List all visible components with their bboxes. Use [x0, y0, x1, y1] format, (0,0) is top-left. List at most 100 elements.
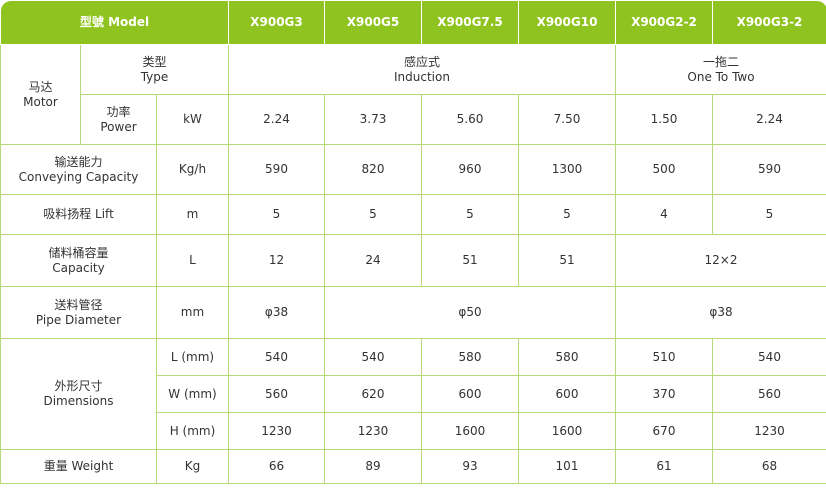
- motor-type-en: Type: [140, 69, 169, 84]
- lift-row: 吸料扬程 Lift m 5 5 5 5 4 5: [0, 194, 826, 235]
- motor-power-row: 功率 Power kW 2.24 3.73 5.60 7.50 1.50 2.2…: [1, 94, 826, 145]
- table-cell: 5: [518, 194, 616, 235]
- table-cell: 2.24: [712, 94, 826, 145]
- table-cell: 68: [712, 449, 826, 484]
- pipe-row: 送料管径 Pipe Diameter mm φ38 φ50 φ38: [0, 286, 826, 339]
- table-cell: 600: [421, 375, 519, 413]
- one-to-two-cn: 一拖二: [702, 54, 739, 69]
- table-cell: 4: [615, 194, 713, 235]
- model-header-x900g3: X900G3: [228, 0, 325, 45]
- induction-en: Induction: [394, 69, 450, 84]
- table-cell: 620: [324, 375, 422, 413]
- motor-type-row: 马达 Motor 类型 Type 感应式 Induction 一拖二 One T…: [0, 44, 826, 145]
- table-cell: 101: [518, 449, 616, 484]
- table-cell: 5.60: [421, 94, 519, 145]
- table-cell: 370: [615, 375, 713, 413]
- pipe-label-cn: 送料管径: [54, 297, 103, 312]
- model-header-x900g7-5: X900G7.5: [421, 0, 519, 45]
- capacity-label-cn: 储料桶容量: [48, 245, 109, 260]
- table-cell: 66: [228, 449, 325, 484]
- table-cell: 5: [228, 194, 325, 235]
- conveying-label-en: Conveying Capacity: [18, 169, 139, 184]
- motor-type-induction: 感应式 Induction: [228, 44, 616, 95]
- table-cell: 590: [228, 144, 325, 195]
- capacity-row: 储料桶容量 Capacity L 12 24 51 51 12×2: [0, 234, 826, 287]
- table-cell: 1230: [324, 412, 422, 450]
- table-cell: 93: [421, 449, 519, 484]
- dimension-unit: L (mm): [156, 338, 229, 376]
- table-cell: 51: [421, 234, 519, 287]
- table-cell: 2.24: [228, 94, 325, 145]
- table-cell: 61: [615, 449, 713, 484]
- table-cell: 1300: [518, 144, 616, 195]
- power-label-en: Power: [100, 119, 137, 134]
- table-cell: 540: [324, 338, 422, 376]
- table-cell: 1600: [421, 412, 519, 450]
- table-cell: 7.50: [518, 94, 616, 145]
- motor-type-one-to-two: 一拖二 One To Two: [615, 44, 826, 95]
- table-cell: 1.50: [615, 94, 713, 145]
- header-row: 型號 Model X900G3 X900G5 X900G7.5 X900G10 …: [0, 0, 826, 45]
- model-header-x900g2-2: X900G2-2: [615, 0, 713, 45]
- pipe-label: 送料管径 Pipe Diameter: [0, 286, 157, 339]
- dimensions-label-en: Dimensions: [43, 394, 114, 408]
- weight-row: 重量 Weight Kg 66 89 93 101 61 68: [0, 449, 826, 484]
- table-cell: 1230: [712, 412, 826, 450]
- power-label-cn: 功率: [106, 104, 131, 119]
- table-cell: 1600: [518, 412, 616, 450]
- model-header-x900g5: X900G5: [324, 0, 422, 45]
- power-label: 功率 Power: [80, 94, 157, 145]
- table-cell: 12: [228, 234, 325, 287]
- lift-unit: m: [156, 194, 229, 235]
- pipe-merged-mid: φ50: [324, 286, 616, 339]
- table-cell: 820: [324, 144, 422, 195]
- weight-unit: Kg: [156, 449, 229, 484]
- pipe-merged-two: φ38: [615, 286, 826, 339]
- table-cell: 5: [712, 194, 826, 235]
- pipe-unit: mm: [156, 286, 229, 339]
- table-cell: 670: [615, 412, 713, 450]
- table-cell: 5: [421, 194, 519, 235]
- capacity-label-en: Capacity: [52, 260, 105, 275]
- dimension-unit: W (mm): [156, 375, 229, 413]
- table-cell: 24: [324, 234, 422, 287]
- model-header-x900g10: X900G10: [518, 0, 616, 45]
- table-cell: 510: [615, 338, 713, 376]
- table-cell: 540: [712, 338, 826, 376]
- dimension-row-w: W (mm) 560 620 600 600 370 560: [1, 375, 826, 413]
- table-cell: 590: [712, 144, 826, 195]
- conveying-label: 输送能力 Conveying Capacity: [0, 144, 157, 195]
- table-cell: 89: [324, 449, 422, 484]
- model-header-x900g3-2: X900G3-2: [712, 0, 826, 45]
- table-cell: 5: [324, 194, 422, 235]
- table-cell: 580: [518, 338, 616, 376]
- conveying-unit: Kg/h: [156, 144, 229, 195]
- motor-label-en: Motor: [23, 94, 58, 109]
- table-cell: 1230: [228, 412, 325, 450]
- dimensions-label: 外形尺寸 Dimensions: [0, 338, 157, 450]
- lift-label: 吸料扬程 Lift: [0, 194, 157, 235]
- pipe-label-en: Pipe Diameter: [35, 312, 122, 327]
- capacity-label: 储料桶容量 Capacity: [0, 234, 157, 287]
- dimension-unit: H (mm): [156, 412, 229, 450]
- table-cell: 500: [615, 144, 713, 195]
- table-cell: 560: [712, 375, 826, 413]
- one-to-two-en: One To Two: [687, 69, 755, 84]
- capacity-unit: L: [156, 234, 229, 287]
- conveying-row: 输送能力 Conveying Capacity Kg/h 590 820 960…: [0, 144, 826, 195]
- table-cell: 580: [421, 338, 519, 376]
- capacity-merged-cell: 12×2: [615, 234, 826, 287]
- induction-cn: 感应式: [403, 54, 440, 69]
- table-cell: 51: [518, 234, 616, 287]
- table-cell: 960: [421, 144, 519, 195]
- dimension-row-l: 外形尺寸 Dimensions L (mm) 540 540 580 580 5…: [0, 338, 826, 450]
- table-cell: 540: [228, 338, 325, 376]
- power-unit: kW: [156, 94, 229, 145]
- table-cell: 3.73: [324, 94, 422, 145]
- dimension-row-h: H (mm) 1230 1230 1600 1600 670 1230: [1, 412, 826, 450]
- table-cell: 560: [228, 375, 325, 413]
- table-cell: φ38: [228, 286, 325, 339]
- motor-label: 马达 Motor: [0, 44, 81, 145]
